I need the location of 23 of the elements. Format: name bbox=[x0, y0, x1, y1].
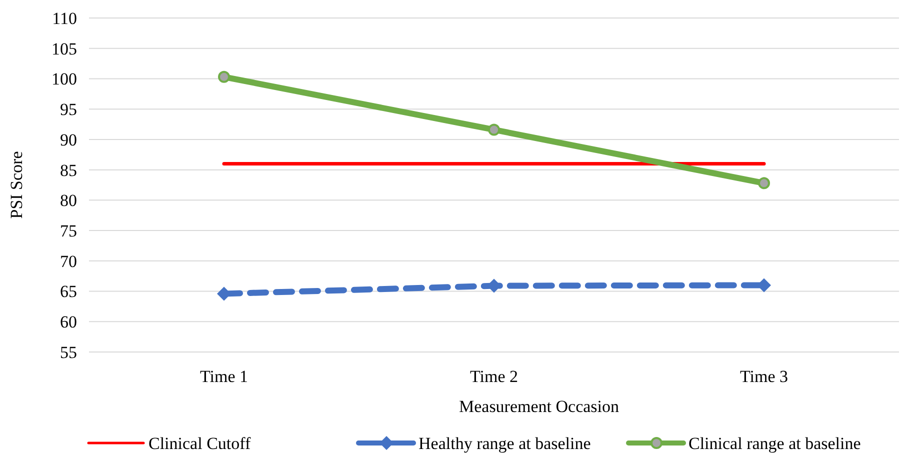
y-tick-label: 80 bbox=[60, 191, 77, 210]
x-axis-title: Measurement Occasion bbox=[458, 397, 620, 416]
x-tick-label: Time 2 bbox=[470, 367, 518, 386]
x-tick-label: Time 3 bbox=[740, 367, 788, 386]
y-tick-label: 75 bbox=[60, 221, 77, 240]
legend-label: Clinical range at baseline bbox=[688, 434, 861, 453]
y-tick-label: 55 bbox=[60, 342, 77, 362]
legend-label: Clinical Cutoff bbox=[148, 434, 251, 453]
legend-label: Healthy range at baseline bbox=[418, 434, 591, 453]
y-tick-label: 105 bbox=[52, 39, 77, 58]
y-tick-label: 90 bbox=[60, 130, 77, 150]
y-tick-label: 110 bbox=[52, 8, 77, 28]
y-tick-label: 85 bbox=[60, 160, 77, 180]
y-tick-label: 60 bbox=[60, 312, 77, 332]
y-tick-label: 95 bbox=[60, 100, 77, 120]
y-tick-label: 100 bbox=[52, 70, 77, 89]
point bbox=[218, 70, 230, 83]
point bbox=[488, 124, 500, 136]
x-tick-label: Time 1 bbox=[200, 367, 248, 386]
y-tick-label: 70 bbox=[60, 252, 77, 271]
point bbox=[758, 177, 770, 190]
y-tick-label: 65 bbox=[60, 282, 77, 302]
y-axis-title: PSI Score bbox=[7, 151, 26, 219]
